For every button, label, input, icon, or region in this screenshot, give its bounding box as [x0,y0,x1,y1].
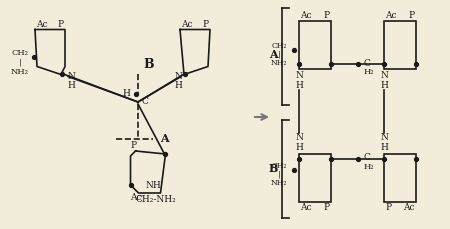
Text: P: P [324,202,330,212]
Text: NH₂: NH₂ [11,68,29,76]
Text: |: | [278,171,280,179]
Bar [299,21,331,69]
Text: NH: NH [145,180,161,190]
Text: P: P [58,20,64,29]
Text: CH₂: CH₂ [271,162,287,170]
Bar [299,154,331,202]
Text: B: B [268,163,278,174]
Text: Ac: Ac [300,11,311,21]
Text: A: A [160,134,169,144]
Text: P: P [203,20,209,29]
Text: CH₂: CH₂ [271,42,287,50]
Text: N: N [295,71,303,81]
Text: N: N [67,72,75,81]
Text: N: N [380,71,388,81]
Text: H: H [295,142,303,152]
Text: |: | [278,51,280,59]
Text: CH₂: CH₂ [12,49,28,57]
Text: |: | [18,59,22,67]
Text: Ac: Ac [36,20,48,29]
Text: Ac: Ac [300,202,311,212]
Bar [384,21,416,69]
Bar [384,154,416,202]
Text: Ac: Ac [181,20,193,29]
Text: P: P [385,202,391,212]
Text: Ac: Ac [385,11,396,21]
Text: C: C [141,98,148,106]
Text: P: P [130,142,137,150]
Text: P: P [409,11,415,21]
Text: CH₂-NH₂: CH₂-NH₂ [135,194,176,204]
Text: H: H [380,82,388,90]
Text: C: C [364,153,370,163]
Text: H₂: H₂ [364,163,374,171]
Text: N: N [380,133,388,142]
Text: Ac: Ac [130,194,142,202]
Text: NH₂: NH₂ [271,59,287,67]
Text: H: H [295,82,303,90]
Text: H: H [174,81,182,90]
Text: B: B [143,57,153,71]
Text: P: P [324,11,330,21]
Text: N: N [295,133,303,142]
Text: N: N [174,72,182,81]
Text: A: A [269,49,277,60]
Text: H: H [380,142,388,152]
Text: NH₂: NH₂ [271,179,287,187]
Text: C: C [364,58,370,68]
Text: H: H [67,81,75,90]
Text: H₂: H₂ [364,68,374,76]
Text: H: H [122,90,130,98]
Text: Ac: Ac [403,202,415,212]
